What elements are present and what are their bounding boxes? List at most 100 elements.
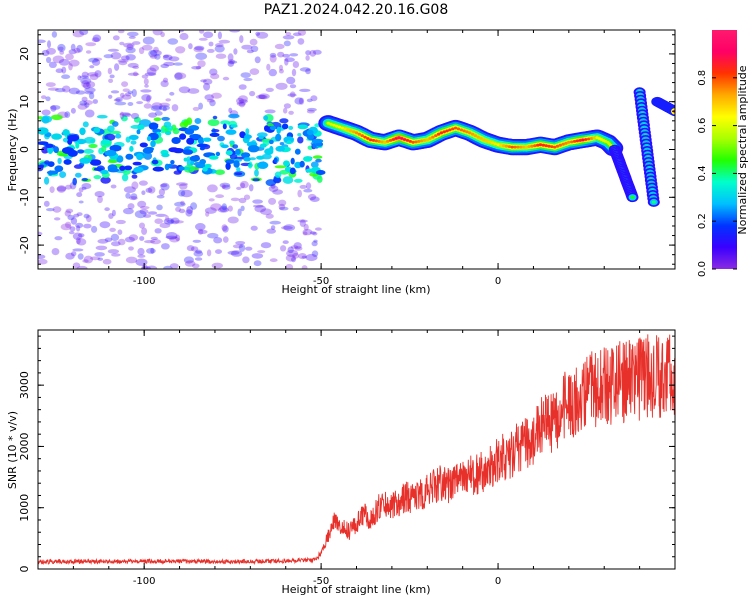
x-tick-label: -50 — [313, 276, 329, 287]
noise-blob — [136, 129, 141, 135]
ridge-cell — [553, 145, 557, 149]
noise-blob — [91, 225, 98, 233]
noise-blob — [275, 82, 288, 90]
ridge-cell — [584, 138, 588, 141]
noise-blob — [198, 102, 204, 110]
ridge-cell — [516, 145, 520, 149]
noise-blob — [169, 91, 175, 96]
noise-blob — [225, 162, 231, 170]
noise-blob — [204, 207, 217, 214]
noise-blob — [297, 136, 304, 144]
noise-blob — [242, 256, 250, 264]
noise-blob — [63, 159, 72, 165]
noise-blob — [128, 234, 139, 241]
noise-blob — [290, 157, 295, 165]
ridge-cell — [572, 140, 577, 143]
noise-blob — [156, 204, 163, 211]
noise-blob — [141, 190, 146, 195]
noise-blob — [263, 115, 269, 121]
noise-blob — [67, 214, 75, 221]
noise-blob — [146, 67, 157, 76]
noise-blob — [306, 129, 314, 136]
noise-blob — [150, 105, 163, 112]
noise-blob — [283, 40, 291, 47]
noise-blob — [279, 206, 289, 211]
noise-blob — [109, 144, 122, 152]
noise-blob — [53, 146, 59, 154]
noise-blob — [247, 145, 260, 153]
noise-blob — [41, 109, 51, 116]
noise-blob — [270, 225, 276, 231]
noise-blob — [97, 257, 104, 261]
y-tick-label: -10 — [18, 188, 31, 206]
noise-blob — [46, 56, 52, 64]
noise-blob — [86, 215, 92, 223]
noise-blob — [154, 53, 161, 60]
ridge-cell — [453, 126, 458, 130]
x-tick-label: -50 — [313, 576, 329, 587]
noise-blob — [305, 182, 312, 190]
noise-blob — [164, 130, 172, 136]
noise-blob — [214, 44, 225, 53]
noise-blob — [207, 184, 218, 193]
ridge-cell — [538, 143, 543, 147]
noise-blob — [43, 200, 50, 207]
noise-blob — [193, 46, 204, 53]
noise-blob — [160, 183, 168, 188]
noise-blob — [92, 58, 101, 66]
noise-blob — [52, 55, 65, 64]
noise-blob — [245, 246, 253, 251]
noise-blob — [107, 125, 115, 132]
ridge-cell — [530, 144, 534, 148]
noise-blob — [230, 197, 240, 202]
ridge-cell — [521, 145, 526, 149]
noise-blob — [139, 206, 150, 210]
noise-blob — [122, 207, 134, 215]
noise-blob — [243, 77, 253, 82]
noise-blob — [186, 137, 195, 145]
ridge-cell — [462, 129, 466, 133]
noise-blob — [287, 140, 292, 145]
noise-blob — [299, 160, 305, 168]
ridge-cell — [587, 137, 591, 141]
ridge-cell — [349, 129, 353, 133]
noise-blob — [285, 263, 294, 269]
noise-blob — [203, 82, 211, 91]
noise-blob — [96, 114, 108, 119]
noise-blob — [173, 62, 183, 66]
noise-blob — [283, 224, 296, 232]
noise-blob — [114, 101, 127, 106]
noise-blob — [178, 166, 185, 171]
noise-blob — [246, 49, 254, 54]
noise-blob — [125, 192, 131, 199]
noise-blob — [38, 39, 46, 44]
noise-blob — [217, 135, 225, 142]
noise-blob — [223, 236, 229, 243]
noise-blob — [145, 187, 153, 193]
ridge-cell — [357, 132, 361, 136]
noise-blob — [141, 74, 149, 79]
noise-blob — [228, 113, 240, 119]
noise-blob — [110, 90, 120, 94]
noise-blob — [79, 157, 92, 164]
noise-blob — [147, 211, 158, 215]
ridge-cell — [408, 140, 412, 143]
noise-blob — [85, 42, 97, 47]
noise-blob — [265, 87, 274, 92]
noise-blob — [299, 67, 311, 72]
noise-blob — [79, 30, 89, 36]
noise-blob — [107, 167, 120, 173]
noise-blob — [294, 178, 303, 183]
noise-blob — [269, 220, 282, 225]
ridge-cell — [496, 143, 500, 147]
noise-blob — [38, 258, 48, 265]
noise-blob — [62, 129, 70, 136]
noise-blob — [220, 144, 229, 149]
y-tick-label: -20 — [18, 236, 31, 254]
ridge-cell — [561, 142, 565, 146]
noise-blob — [100, 176, 111, 184]
snr-frame — [37, 329, 676, 570]
noise-blob — [51, 31, 58, 38]
noise-blob — [168, 147, 179, 153]
